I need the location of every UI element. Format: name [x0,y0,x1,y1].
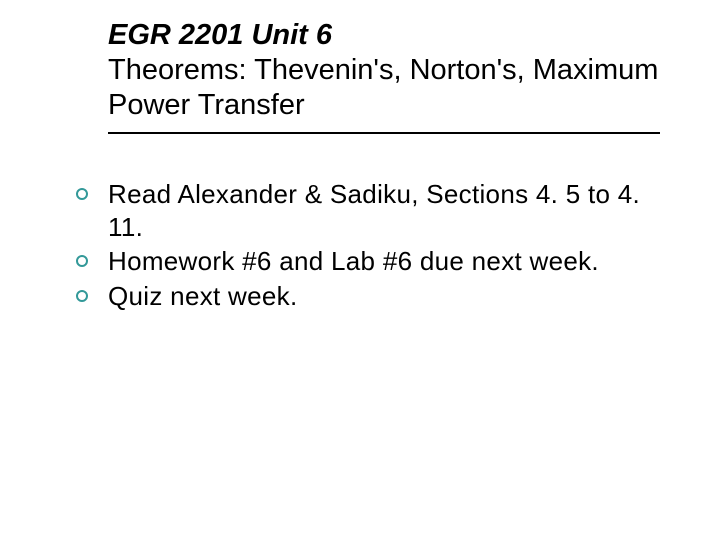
list-item-text: Read Alexander & Sadiku, Sections 4. 5 t… [108,179,640,242]
bullet-icon [76,188,88,200]
title-topic: Theorems: Thevenin's, Norton's, Maximum … [108,53,660,123]
title-course-unit: EGR 2201 Unit 6 [108,18,660,53]
bullet-icon [76,290,88,302]
list-item: Quiz next week. [68,280,660,313]
title-block: EGR 2201 Unit 6 Theorems: Thevenin's, No… [108,18,660,134]
bullet-icon [76,255,88,267]
list-item: Homework #6 and Lab #6 due next week. [68,245,660,278]
list-item-text: Homework #6 and Lab #6 due next week. [108,246,599,276]
list-item: Read Alexander & Sadiku, Sections 4. 5 t… [68,178,660,243]
list-item-text: Quiz next week. [108,281,297,311]
slide: EGR 2201 Unit 6 Theorems: Thevenin's, No… [0,0,720,540]
bullet-list: Read Alexander & Sadiku, Sections 4. 5 t… [68,178,660,312]
